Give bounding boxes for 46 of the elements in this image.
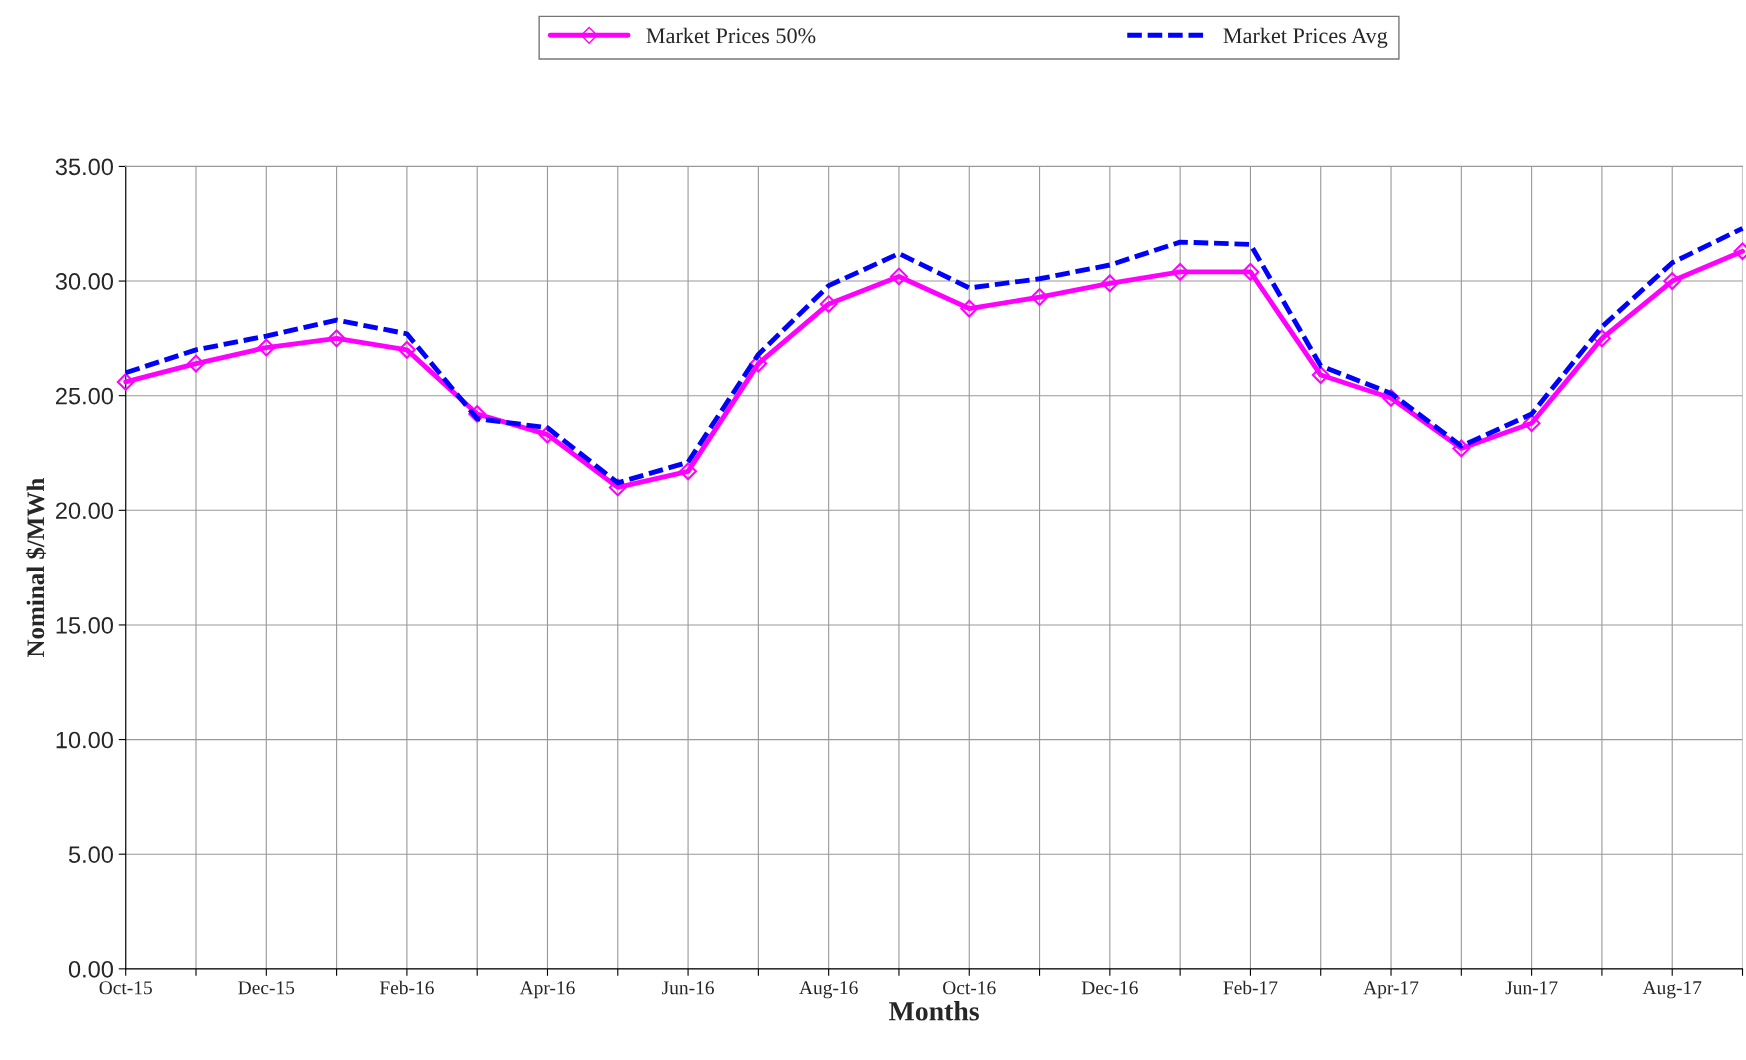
- point: [1241, 262, 1260, 281]
- y-tick-label: 25.00: [56, 387, 113, 405]
- point: [1311, 366, 1330, 384]
- point: [1382, 389, 1400, 407]
- point: [819, 295, 838, 313]
- point: [398, 340, 416, 359]
- legend-label: Market Prices 50%: [646, 27, 816, 44]
- y-tick-label: 30.00: [55, 273, 113, 290]
- x-tick-label: Feb-17: [1223, 980, 1278, 995]
- y-tick-label: 5.00: [68, 846, 113, 863]
- point: [1452, 439, 1471, 458]
- x-tick-label: Dec-16: [1081, 981, 1138, 995]
- point: [608, 478, 627, 497]
- x-axis-title: Months: [889, 1001, 979, 1021]
- point: [679, 462, 697, 481]
- x-tick-label: Dec-15: [238, 981, 295, 995]
- x-tick-label: Oct-15: [99, 981, 152, 995]
- y-tick-label: 35.00: [55, 158, 113, 176]
- y-tick-label: 15.00: [56, 617, 113, 634]
- x-tick-label: Apr-17: [1363, 981, 1419, 999]
- point: [187, 354, 205, 373]
- point: [116, 373, 135, 391]
- x-tick-label: Jun-16: [662, 981, 714, 995]
- point: [1100, 274, 1119, 293]
- x-tick-label: Oct-16: [943, 981, 996, 995]
- point: [890, 267, 908, 286]
- x-tick-label: Feb-16: [379, 980, 434, 995]
- y-tick-label: 20.00: [56, 502, 113, 520]
- y-tick-label: 10.00: [56, 731, 113, 749]
- point: [1663, 272, 1682, 290]
- x-tick-label: Jun-17: [1505, 981, 1558, 995]
- point: [1030, 288, 1049, 306]
- point: [1522, 414, 1541, 433]
- point: [1171, 262, 1190, 281]
- x-tick-label: Aug-16: [799, 981, 858, 999]
- point: [468, 405, 487, 423]
- x-tick-label: Aug-17: [1642, 981, 1702, 999]
- point: [749, 354, 768, 373]
- x-tick-label: Apr-16: [519, 981, 575, 999]
- legend-label: Market Prices Avg: [1223, 27, 1388, 48]
- y-tick-label: 0.00: [68, 960, 113, 978]
- point: [327, 329, 346, 348]
- point: [257, 338, 276, 357]
- point: [960, 299, 979, 318]
- point: [1593, 329, 1611, 348]
- y-axis-title: Nominal $/MWh: [25, 478, 46, 658]
